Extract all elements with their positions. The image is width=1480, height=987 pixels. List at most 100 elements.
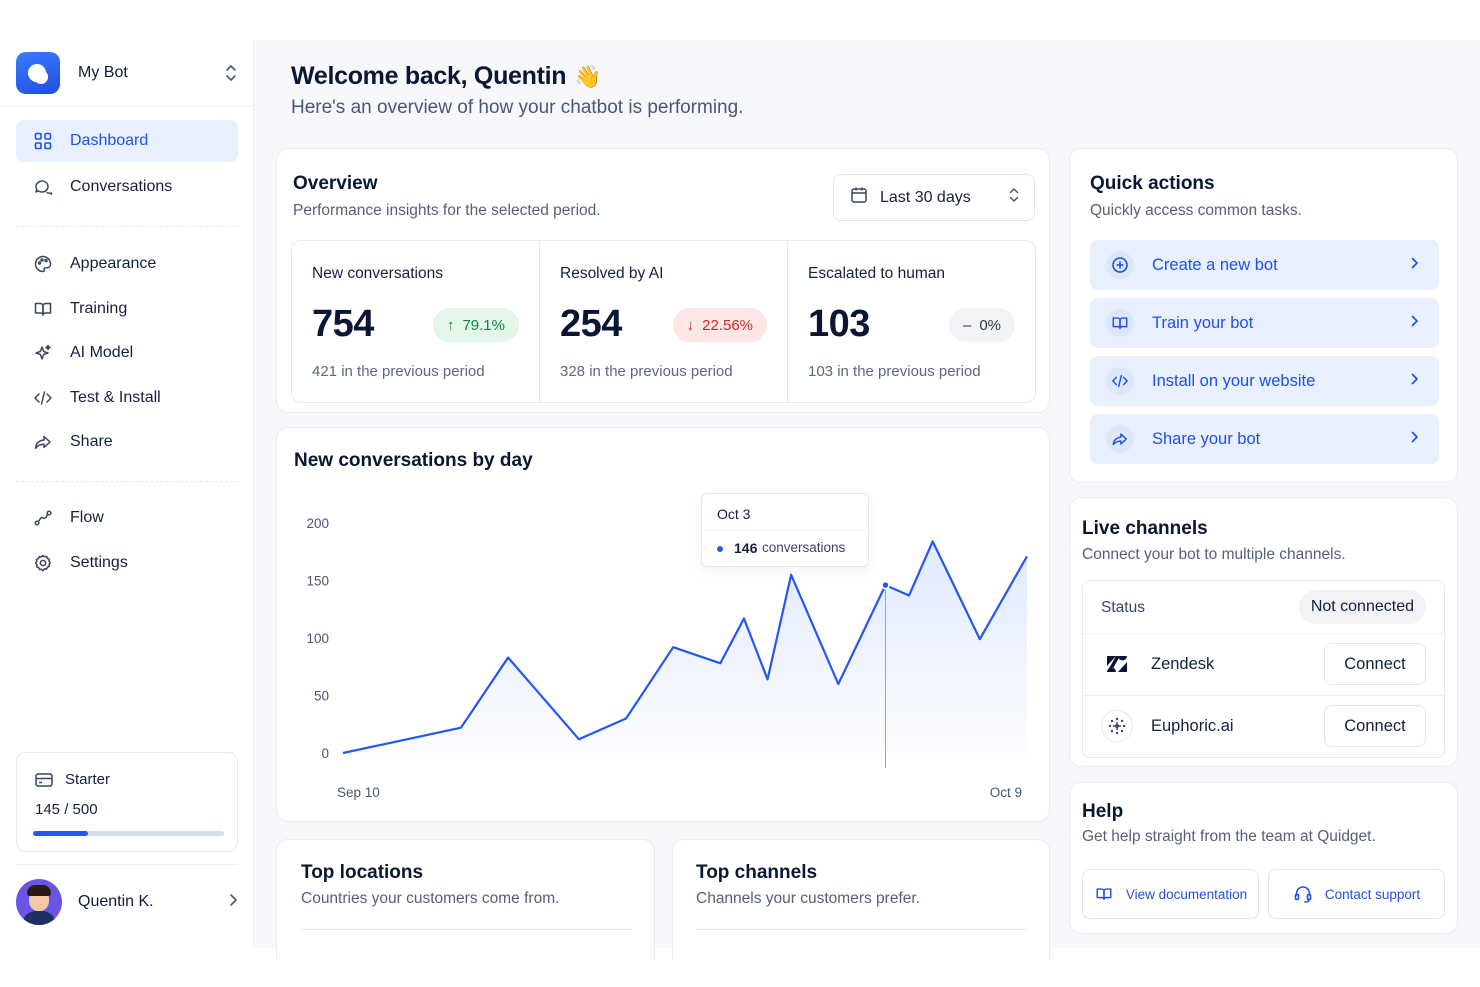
plan-title: Starter [35, 771, 110, 788]
chart-point [718, 661, 722, 665]
overview-title: Overview [293, 173, 378, 194]
sidebar-item-label: Test & Install [70, 389, 161, 406]
sidebar-divider [16, 864, 238, 865]
top-channels-title: Top channels [696, 862, 818, 883]
install-website-button[interactable]: Install on your website [1090, 356, 1439, 406]
chart-point [766, 677, 770, 681]
euphoric-logo-icon [1101, 710, 1133, 742]
flow-icon [32, 507, 54, 529]
chart-point [1025, 554, 1029, 558]
sidebar-item-dashboard[interactable]: Dashboard [16, 120, 238, 162]
top-channels-subtitle: Channels your customers prefer. [696, 890, 920, 907]
chart-area [343, 541, 1027, 753]
sidebar-item-share[interactable]: Share [16, 421, 238, 463]
stat-escalated-to-human: Escalated to human 103 – 0% 103 in the p… [788, 241, 1035, 402]
sidebar: My Bot Dashboard Conversations Appearanc… [0, 40, 254, 948]
chart-point [742, 616, 746, 620]
share-bot-button[interactable]: Share your bot [1090, 414, 1439, 464]
view-documentation-button[interactable]: View documentation [1082, 869, 1259, 919]
quick-action-label: Train your bot [1152, 313, 1254, 332]
sidebar-item-test-install[interactable]: Test & Install [16, 377, 238, 419]
row-divider [1083, 695, 1444, 696]
stats-row: New conversations 754 ↑ 79.1% 421 in the… [291, 240, 1036, 403]
conversations-chart[interactable]: 0 50 100 150 200 Sep 10 Oct 9 [277, 428, 1051, 823]
tooltip-date: Oct 3 [717, 506, 751, 522]
arrow-up-icon: ↑ [446, 316, 455, 334]
date-range-select[interactable]: Last 30 days [833, 174, 1035, 221]
stat-label: Resolved by AI [560, 265, 664, 282]
chart-point [577, 737, 581, 741]
sidebar-divider [16, 481, 238, 482]
connect-euphoric-button[interactable]: Connect [1324, 705, 1426, 747]
palette-icon [32, 253, 54, 275]
book-open-icon [1106, 309, 1134, 337]
help-button-label: View documentation [1125, 886, 1248, 902]
share-arrow-icon [32, 431, 54, 453]
y-tick-label: 50 [314, 689, 329, 704]
credit-card-icon [35, 772, 53, 787]
bot-switcher[interactable]: My Bot [16, 50, 238, 96]
user-menu[interactable]: Quentin K. [16, 876, 238, 928]
stat-value: 103 [808, 303, 870, 345]
stat-new-conversations: New conversations 754 ↑ 79.1% 421 in the… [292, 241, 540, 402]
help-card: Help Get help straight from the team at … [1069, 782, 1458, 934]
create-new-bot-button[interactable]: Create a new bot [1090, 240, 1439, 290]
chevron-right-icon [228, 893, 238, 912]
live-channels-title: Live channels [1082, 518, 1208, 539]
chart-point [978, 637, 982, 641]
share-arrow-icon [1106, 425, 1134, 453]
chart-title: New conversations by day [294, 450, 533, 471]
top-locations-subtitle: Countries your customers come from. [301, 890, 560, 907]
zendesk-logo-icon [1101, 648, 1133, 680]
user-name: Quentin K. [78, 893, 154, 910]
connect-zendesk-button[interactable]: Connect [1324, 643, 1426, 685]
waving-hand-icon: 👋 [574, 64, 602, 89]
plan-usage-card[interactable]: Starter 145 / 500 [16, 752, 238, 852]
headset-icon [1294, 886, 1312, 903]
avatar [16, 879, 62, 925]
grid-icon [32, 130, 54, 152]
live-channels-subtitle: Connect your bot to multiple channels. [1082, 546, 1346, 563]
live-channels-card: Live channels Connect your bot to multip… [1069, 497, 1458, 767]
stat-previous: 103 in the previous period [808, 363, 981, 380]
sidebar-divider [0, 106, 254, 107]
stat-value: 254 [560, 303, 622, 345]
contact-support-button[interactable]: Contact support [1268, 869, 1445, 919]
sidebar-item-appearance[interactable]: Appearance [16, 243, 238, 285]
calendar-icon [850, 186, 868, 209]
sidebar-item-label: Dashboard [70, 132, 149, 149]
stat-change-badge: ↓ 22.56% [672, 308, 767, 342]
plan-name: Starter [65, 771, 111, 788]
sidebar-item-label: Share [70, 433, 113, 450]
quick-action-label: Share your bot [1152, 429, 1261, 448]
chart-card: New conversations by day 0 50 100 150 200 Sep… [276, 427, 1050, 822]
bot-name: My Bot [78, 64, 128, 81]
overview-card: Overview Performance insights for the se… [276, 148, 1050, 413]
chevron-up-down-icon [1008, 185, 1020, 210]
sidebar-item-conversations[interactable]: Conversations [16, 166, 238, 208]
train-bot-button[interactable]: Train your bot [1090, 298, 1439, 348]
card-divider [301, 929, 632, 930]
sidebar-item-settings[interactable]: Settings [16, 542, 238, 584]
stat-previous: 328 in the previous period [560, 363, 733, 380]
code-icon [32, 387, 54, 409]
chevron-up-down-icon [224, 62, 238, 84]
chart-line [342, 540, 1028, 755]
bot-logo [16, 52, 60, 94]
welcome-text: Welcome back, Quentin [291, 62, 567, 90]
sidebar-item-ai-model[interactable]: AI Model [16, 332, 238, 374]
stat-change: 79.1% [462, 316, 505, 334]
stat-previous: 421 in the previous period [312, 363, 485, 380]
tooltip-series-dot [717, 546, 723, 552]
y-tick-label: 200 [306, 516, 329, 531]
chevron-right-icon [1410, 372, 1419, 391]
x-tick-label: Sep 10 [337, 785, 380, 800]
sidebar-item-flow[interactable]: Flow [16, 497, 238, 539]
stat-change-badge: ↑ 79.1% [432, 308, 519, 342]
sparkles-icon [32, 342, 54, 364]
stat-change-badge: – 0% [948, 308, 1015, 342]
sidebar-item-training[interactable]: Training [16, 288, 238, 330]
sidebar-item-label: Training [70, 300, 128, 317]
sidebar-item-label: Appearance [70, 255, 157, 272]
chart-tooltip: Oct 3 146 conversations [701, 493, 869, 567]
